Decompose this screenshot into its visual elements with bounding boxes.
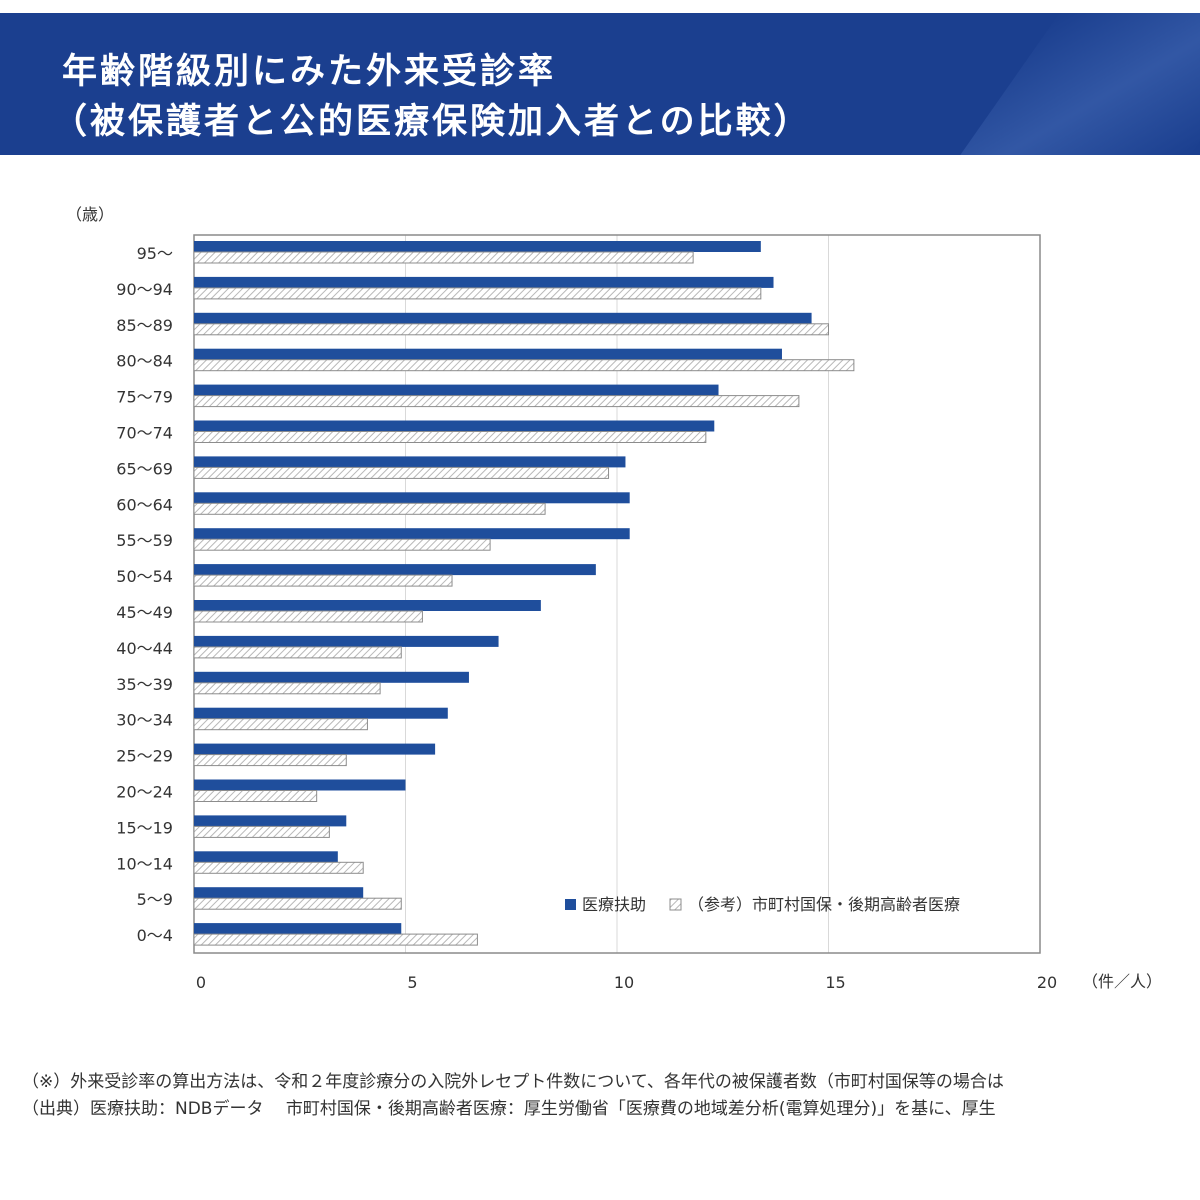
bar-medical-aid	[194, 779, 406, 791]
category-label: 15〜19	[116, 818, 173, 837]
plot-frame	[193, 234, 1041, 954]
category-label: 10〜14	[116, 854, 173, 873]
bar-reference	[193, 754, 347, 767]
bar-reference	[193, 825, 330, 838]
bar-reference	[193, 861, 364, 874]
page-title-line1: 年齢階級別にみた外来受診率	[62, 52, 557, 92]
category-label: 55〜59	[116, 531, 173, 550]
footnote-source: （出典）医療扶助：NDBデータ 市町村国保・後期高齢者医療：厚生労働省「医療費の…	[22, 1099, 996, 1119]
bar-medical-aid	[194, 887, 364, 899]
category-label: 35〜39	[116, 675, 173, 694]
bar-reference	[193, 933, 478, 946]
bar-medical-aid	[194, 348, 782, 360]
category-label: 95〜	[137, 244, 173, 263]
bar-medical-aid	[194, 456, 626, 468]
bar-medical-aid	[194, 384, 719, 396]
bar-medical-aid	[194, 528, 630, 540]
bar-reference	[193, 466, 610, 479]
category-label: 5〜9	[137, 890, 173, 909]
legend-swatch-medical-aid	[565, 899, 576, 910]
category-label: 65〜69	[116, 459, 173, 478]
bar-reference	[193, 897, 402, 910]
category-label: 80〜84	[116, 352, 173, 371]
category-label: 30〜34	[116, 711, 173, 730]
legend-label-medical-aid: 医療扶助	[582, 895, 646, 914]
x-tick-label: 0	[196, 973, 206, 992]
category-label: 20〜24	[116, 782, 173, 801]
bar-reference	[193, 431, 707, 443]
bar-medical-aid	[194, 276, 774, 288]
bar-medical-aid	[194, 492, 630, 504]
bar-reference	[193, 610, 423, 623]
bar-reference	[193, 790, 318, 802]
x-tick-label: 5	[407, 973, 417, 992]
legend-swatch-reference	[669, 898, 682, 911]
category-label: 0〜4	[137, 926, 173, 945]
bar-reference	[193, 574, 453, 587]
bar-reference	[193, 538, 491, 551]
category-label: 85〜89	[116, 316, 173, 335]
bar-medical-aid	[194, 743, 436, 755]
category-label: 25〜29	[116, 747, 173, 766]
bar-reference	[193, 502, 546, 515]
category-label: 40〜44	[116, 639, 173, 658]
bar-medical-aid	[194, 564, 596, 576]
bar-reference	[193, 287, 762, 300]
category-label: 75〜79	[116, 388, 173, 407]
header-banner: 年齢階級別にみた外来受診率 （被保護者と公的医療保険加入者との比較）	[0, 13, 1200, 155]
bar-medical-aid	[194, 671, 469, 683]
bar-medical-aid	[194, 241, 761, 252]
bar-medical-aid	[194, 707, 448, 719]
bar-medical-aid	[194, 815, 347, 827]
page-title-line2: （被保護者と公的医療保険加入者との比較）	[52, 102, 812, 142]
x-tick-label: 20	[1037, 973, 1057, 992]
x-tick-label: 10	[614, 973, 634, 992]
legend-label-reference: （参考）市町村国保・後期高齢者医療	[688, 895, 960, 914]
category-label: 45〜49	[116, 603, 173, 622]
bar-medical-aid	[194, 420, 715, 432]
bar-medical-aid	[194, 923, 402, 935]
bar-medical-aid	[194, 635, 499, 647]
category-label: 70〜74	[116, 423, 173, 442]
bar-reference	[193, 251, 694, 264]
bar-reference	[193, 682, 381, 695]
bar-reference	[193, 323, 829, 336]
category-label: 50〜54	[116, 567, 173, 586]
bar-chart: 95〜90〜9485〜8980〜8475〜7970〜7465〜6960〜6455…	[66, 205, 1162, 992]
footnote-method: （※）外来受診率の算出方法は、令和２年度診療分の入院外レセプト件数について、各年…	[22, 1072, 1004, 1092]
bar-reference	[193, 359, 855, 372]
bar-reference	[193, 646, 402, 659]
bar-medical-aid	[194, 312, 812, 324]
bar-reference	[193, 718, 368, 731]
bar-medical-aid	[194, 851, 338, 863]
y-axis-unit: （歳）	[66, 205, 114, 224]
category-label: 90〜94	[116, 280, 173, 299]
x-axis-unit: （件／人）	[1082, 972, 1162, 991]
category-label: 60〜64	[116, 495, 173, 514]
bar-medical-aid	[194, 600, 541, 611]
bar-reference	[193, 395, 800, 408]
x-tick-label: 15	[825, 973, 845, 992]
